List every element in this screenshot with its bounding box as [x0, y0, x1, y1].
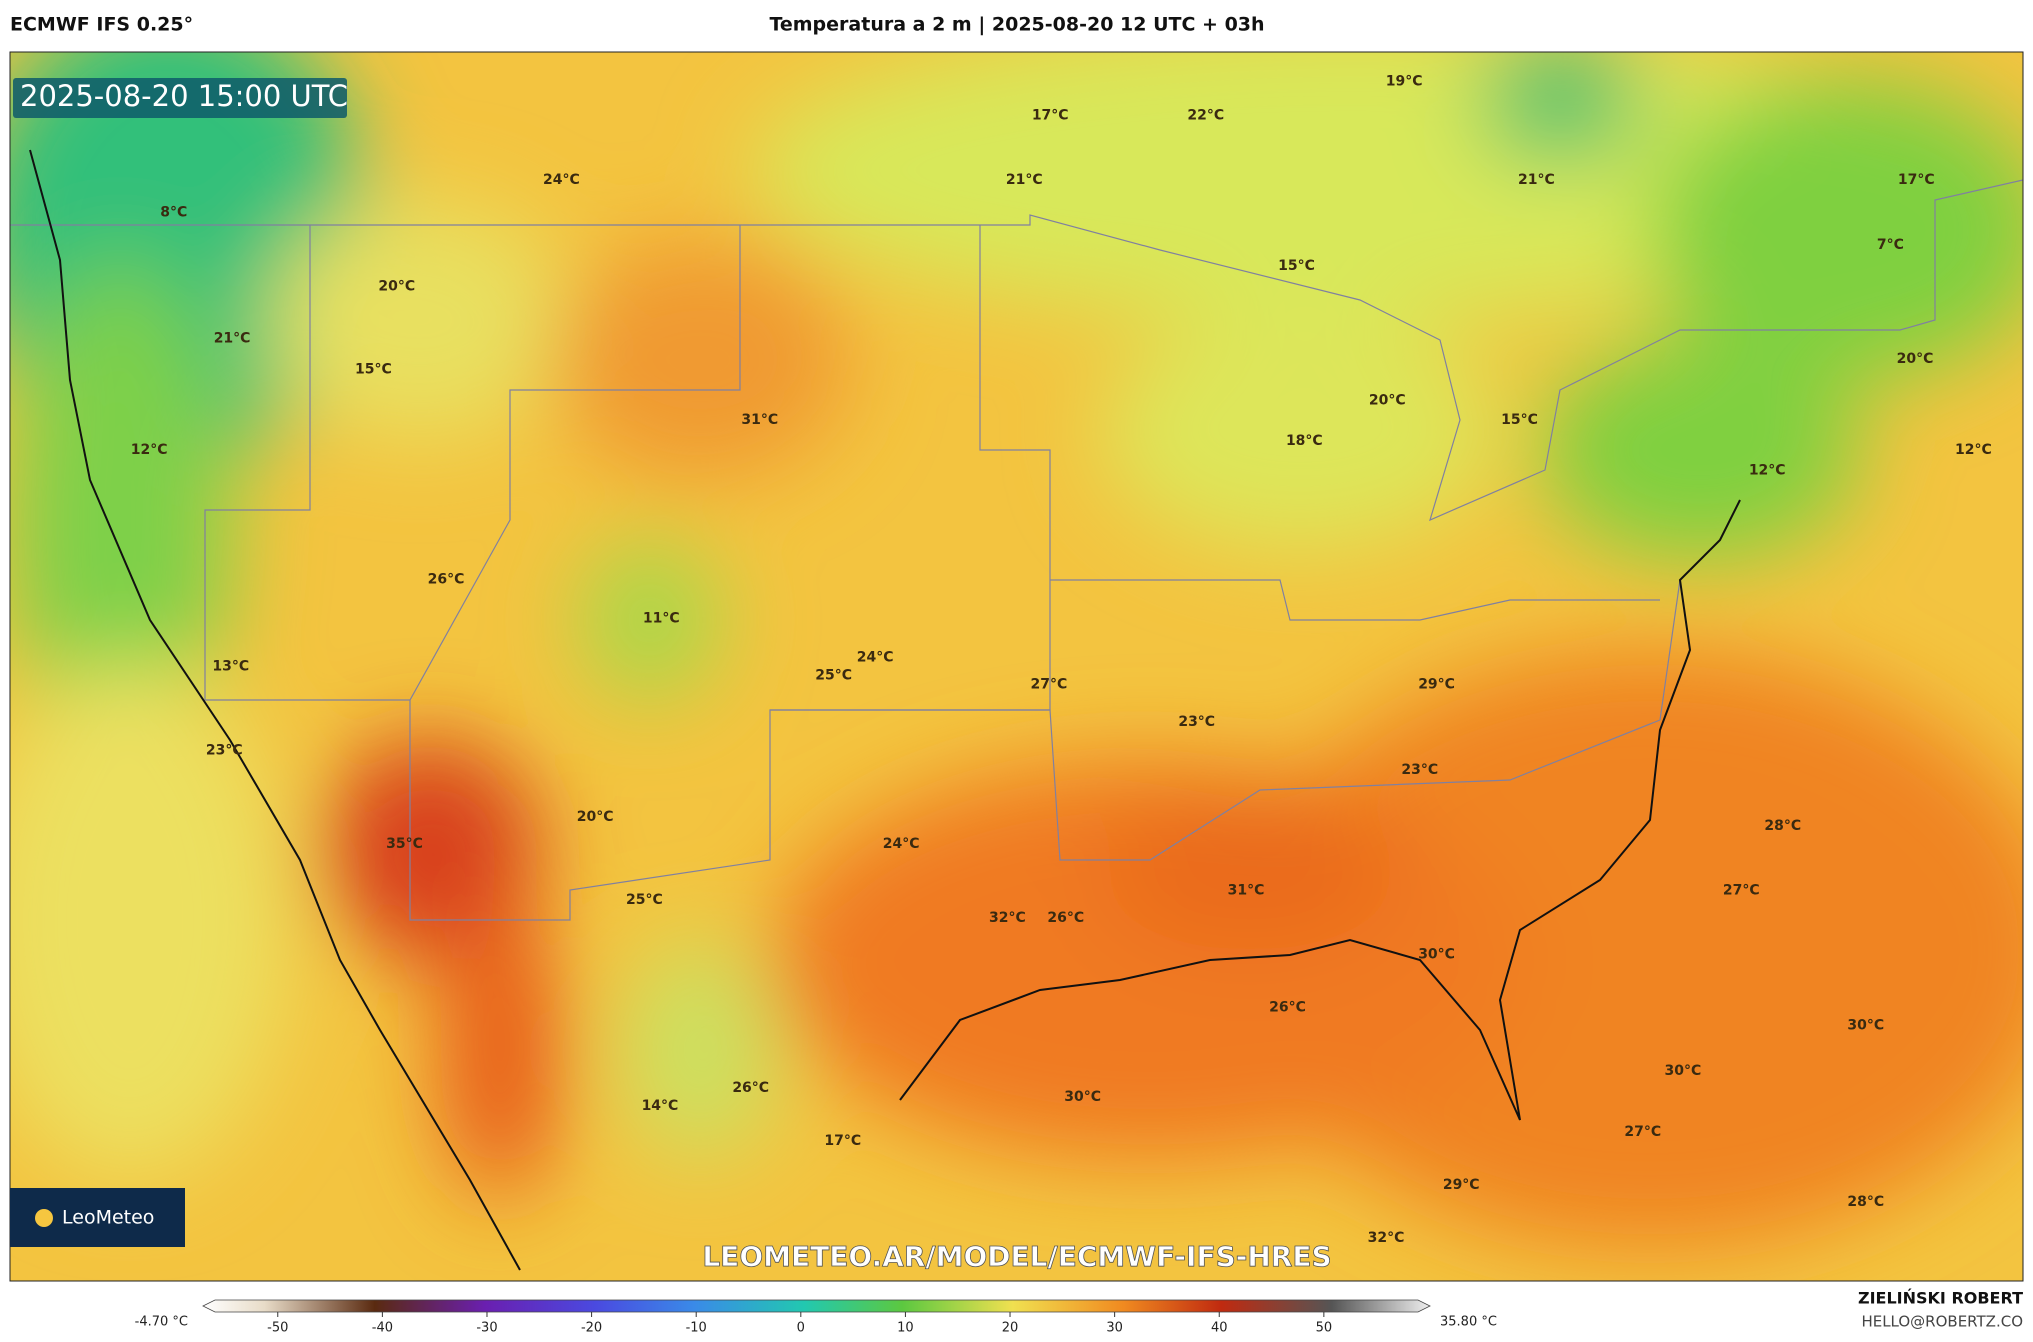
temperature-label: 21°C	[1006, 172, 1043, 188]
temperature-label: 17°C	[1898, 172, 1935, 188]
temperature-label: 17°C	[824, 1133, 861, 1149]
logo-sun	[35, 1209, 53, 1227]
temperature-label: 7°C	[1877, 237, 1904, 253]
temperature-label: 20°C	[577, 809, 614, 825]
temperature-label: 24°C	[857, 649, 894, 665]
temperature-label: 30°C	[1418, 946, 1455, 962]
temperature-label: 35°C	[386, 836, 423, 852]
colorbar-min: -4.70 °C	[135, 1315, 188, 1330]
temperature-label: 17°C	[1032, 107, 1069, 123]
model-name: ECMWF IFS 0.25°	[10, 14, 193, 36]
temperature-label: 25°C	[626, 892, 663, 908]
temperature-label: 29°C	[1418, 677, 1455, 693]
temperature-label: 11°C	[643, 610, 680, 626]
temperature-label: 26°C	[732, 1080, 769, 1096]
colorbar-tick-label: 40	[1211, 1321, 1228, 1336]
temperature-label: 28°C	[1764, 818, 1801, 834]
colorbar-tick-label: -30	[476, 1321, 497, 1336]
temperature-label: 26°C	[1269, 999, 1306, 1015]
map-title: Temperatura a 2 m | 2025-08-20 12 UTC + …	[769, 14, 1264, 36]
temperature-label: 27°C	[1031, 677, 1068, 693]
temperature-label: 26°C	[428, 572, 465, 588]
colorbar-tick-label: -40	[372, 1321, 393, 1336]
timestamp: 2025-08-20 15:00 UTC	[20, 79, 348, 113]
watermark: LEOMETEO.AR/MODEL/ECMWF-IFS-HRES	[702, 1240, 1331, 1273]
temperature-label: 21°C	[1518, 172, 1555, 188]
temperature-label: 21°C	[214, 330, 251, 346]
colorbar-tick-label: 10	[897, 1321, 914, 1336]
map-frame	[9, 51, 2024, 1282]
colorbar-tick-label: -20	[581, 1321, 602, 1336]
temperature-label: 8°C	[160, 205, 187, 221]
temperature-label: 20°C	[1369, 393, 1406, 409]
timestamp-box	[13, 78, 347, 118]
borders	[10, 179, 2023, 921]
temperature-field	[10, 52, 2023, 1281]
temperature-label: 30°C	[1847, 1018, 1884, 1034]
colorbar-bar	[202, 1299, 1431, 1313]
temperature-label: 24°C	[883, 836, 920, 852]
colorbar-tick-label: 0	[797, 1321, 805, 1336]
temperature-label: 30°C	[1665, 1063, 1702, 1079]
temperature-labels: 19°C 17°C 22°C 24°C 21°C 21°C 17°C 8°C 7°C 15°C 20…	[131, 74, 1992, 1247]
colorbar-tick-label: 50	[1316, 1321, 1333, 1336]
temperature-label: 23°C	[1178, 714, 1215, 730]
temperature-label: 32°C	[989, 910, 1026, 926]
temperature-label: 25°C	[815, 668, 852, 684]
colorbar-tick-label: 20	[1002, 1321, 1019, 1336]
temperature-label: 12°C	[131, 442, 168, 458]
temperature-label: 20°C	[378, 279, 415, 295]
temperature-label: 29°C	[1443, 1177, 1480, 1193]
temperature-label: 12°C	[1955, 442, 1992, 458]
temperature-label: 12°C	[1749, 463, 1786, 479]
temperature-label: 30°C	[1064, 1089, 1101, 1105]
temperature-label: 27°C	[1624, 1124, 1661, 1140]
temperature-label: 31°C	[741, 412, 778, 428]
temperature-label: 24°C	[543, 172, 580, 188]
temperature-label: 23°C	[206, 743, 243, 759]
temperature-label: 13°C	[212, 658, 249, 674]
temperature-label: 22°C	[1187, 107, 1224, 123]
temperature-label: 28°C	[1847, 1194, 1884, 1210]
temperature-label: 18°C	[1286, 433, 1323, 449]
temperature-label: 23°C	[1401, 762, 1438, 778]
coastlines	[29, 149, 1741, 1271]
temperature-label: 19°C	[1386, 74, 1423, 90]
temperature-label: 15°C	[355, 362, 392, 378]
author: ZIELIŃSKI ROBERT	[1858, 1289, 2023, 1308]
temperature-label: 20°C	[1897, 351, 1934, 367]
temperature-label: 26°C	[1047, 910, 1084, 926]
temperature-label: 27°C	[1723, 883, 1760, 899]
temperature-label: 14°C	[642, 1098, 679, 1114]
colorbar-tick-label: -50	[267, 1321, 288, 1336]
temperature-label: 15°C	[1501, 412, 1538, 428]
email: HELLO@ROBERTZ.CO	[1861, 1313, 2023, 1331]
colorbar-tick-label: 30	[1106, 1321, 1123, 1336]
temperature-label: 15°C	[1278, 258, 1315, 274]
colorbar-max: 35.80 °C	[1440, 1315, 1497, 1330]
colorbar: -50 -40 -30 -20 -10 0 10 20 30 40 50	[202, 1299, 1431, 1336]
colorbar-tick-label: -10	[686, 1321, 707, 1336]
logo-text: LeoMeteo	[62, 1207, 154, 1229]
temperature-label: 31°C	[1228, 883, 1265, 899]
temperature-label: 32°C	[1368, 1230, 1405, 1246]
